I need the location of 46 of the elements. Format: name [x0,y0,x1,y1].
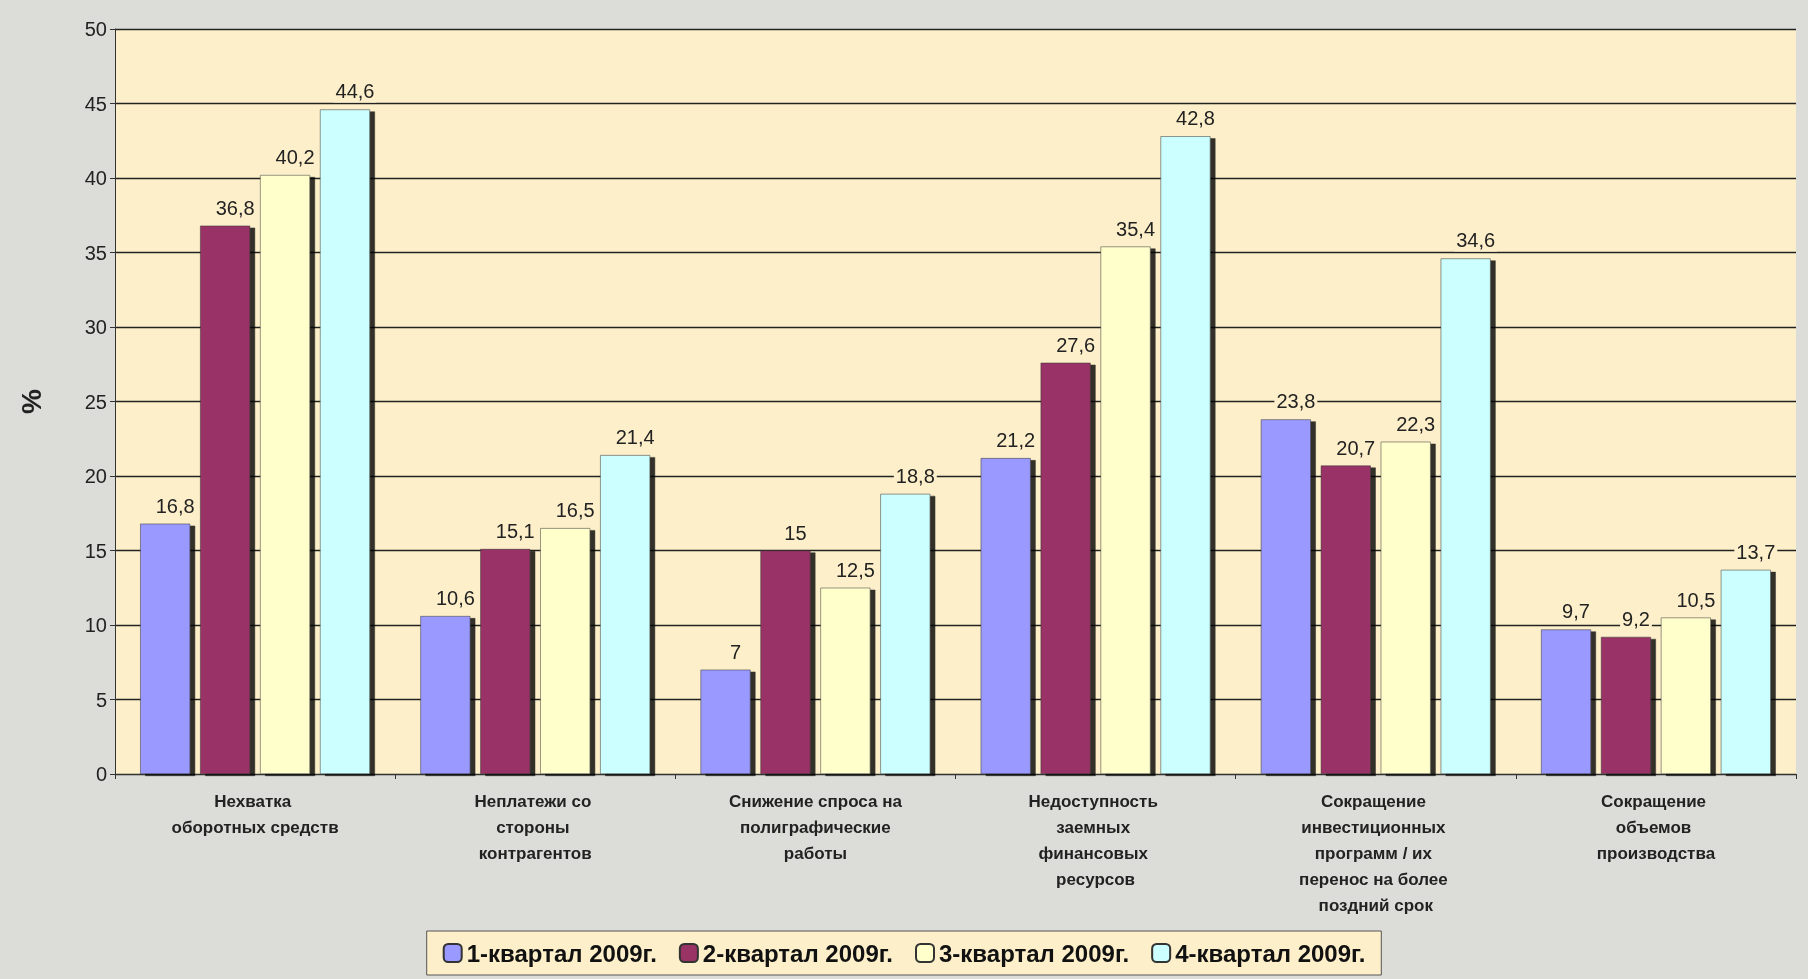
x-tick-label: Недоступность заемных финансовых ресурсов [1028,791,1163,889]
data-label: 9,2 [1622,607,1650,630]
legend-label: 1-квартал 2009г. [466,939,657,967]
data-label: 12,5 [835,558,875,581]
y-tick-label: 40 [84,167,107,189]
y-tick-label: 0 [95,763,107,785]
data-label: 35,4 [1116,217,1156,240]
data-label: 15 [784,521,807,544]
data-label: 9,7 [1562,600,1590,623]
data-label: 36,8 [215,196,255,219]
data-label: 16,5 [555,499,595,522]
y-tick-label: 5 [95,688,107,711]
data-label: 13,7 [1736,540,1776,563]
y-tick-label: 35 [84,241,107,264]
data-label: 18,8 [895,464,935,487]
y-tick-label: 30 [84,316,107,338]
data-label: 34,6 [1456,229,1496,252]
data-label: 10,6 [435,587,475,610]
y-tick-label: 50 [84,18,107,40]
data-label: 10,5 [1676,588,1716,611]
x-tick-label: Нехватка оборотных средств [171,791,339,837]
data-label: 44,6 [335,80,375,103]
data-label: 23,8 [1276,390,1316,413]
data-label: 40,2 [275,146,315,169]
data-label: 7 [729,640,742,663]
legend-label: 2-квартал 2009г. [702,939,894,967]
data-label: 20,7 [1336,436,1376,459]
y-tick-label: 10 [84,614,107,636]
data-label: 42,8 [1176,107,1215,130]
y-tick-label: 45 [84,92,107,115]
legend-label: 3-квартал 2009г. [939,939,1130,967]
data-label: 21,2 [996,429,1036,452]
x-tick-label: Сокращение инвестиционных программ / их перенос на более поздний срок [1299,791,1453,915]
y-tick-label: 20 [84,465,107,487]
y-axis-title: % [15,388,47,414]
data-label: 27,6 [1056,333,1096,356]
data-label: 22,3 [1396,412,1436,435]
x-tick-label: Неплатежи со стороны контрагентов [474,791,597,863]
data-label: 16,8 [155,494,195,517]
data-label: 21,4 [615,426,655,449]
data-label: 15,1 [495,520,535,543]
x-tick-label: Сокращение объемов производства [1596,791,1716,863]
legend-label: 4-квартал 2009г. [1175,939,1366,967]
y-tick-label: 25 [84,390,107,413]
x-tick-label: Снижение спроса на полиграфические работы [728,791,903,863]
y-tick-label: 15 [84,539,107,562]
